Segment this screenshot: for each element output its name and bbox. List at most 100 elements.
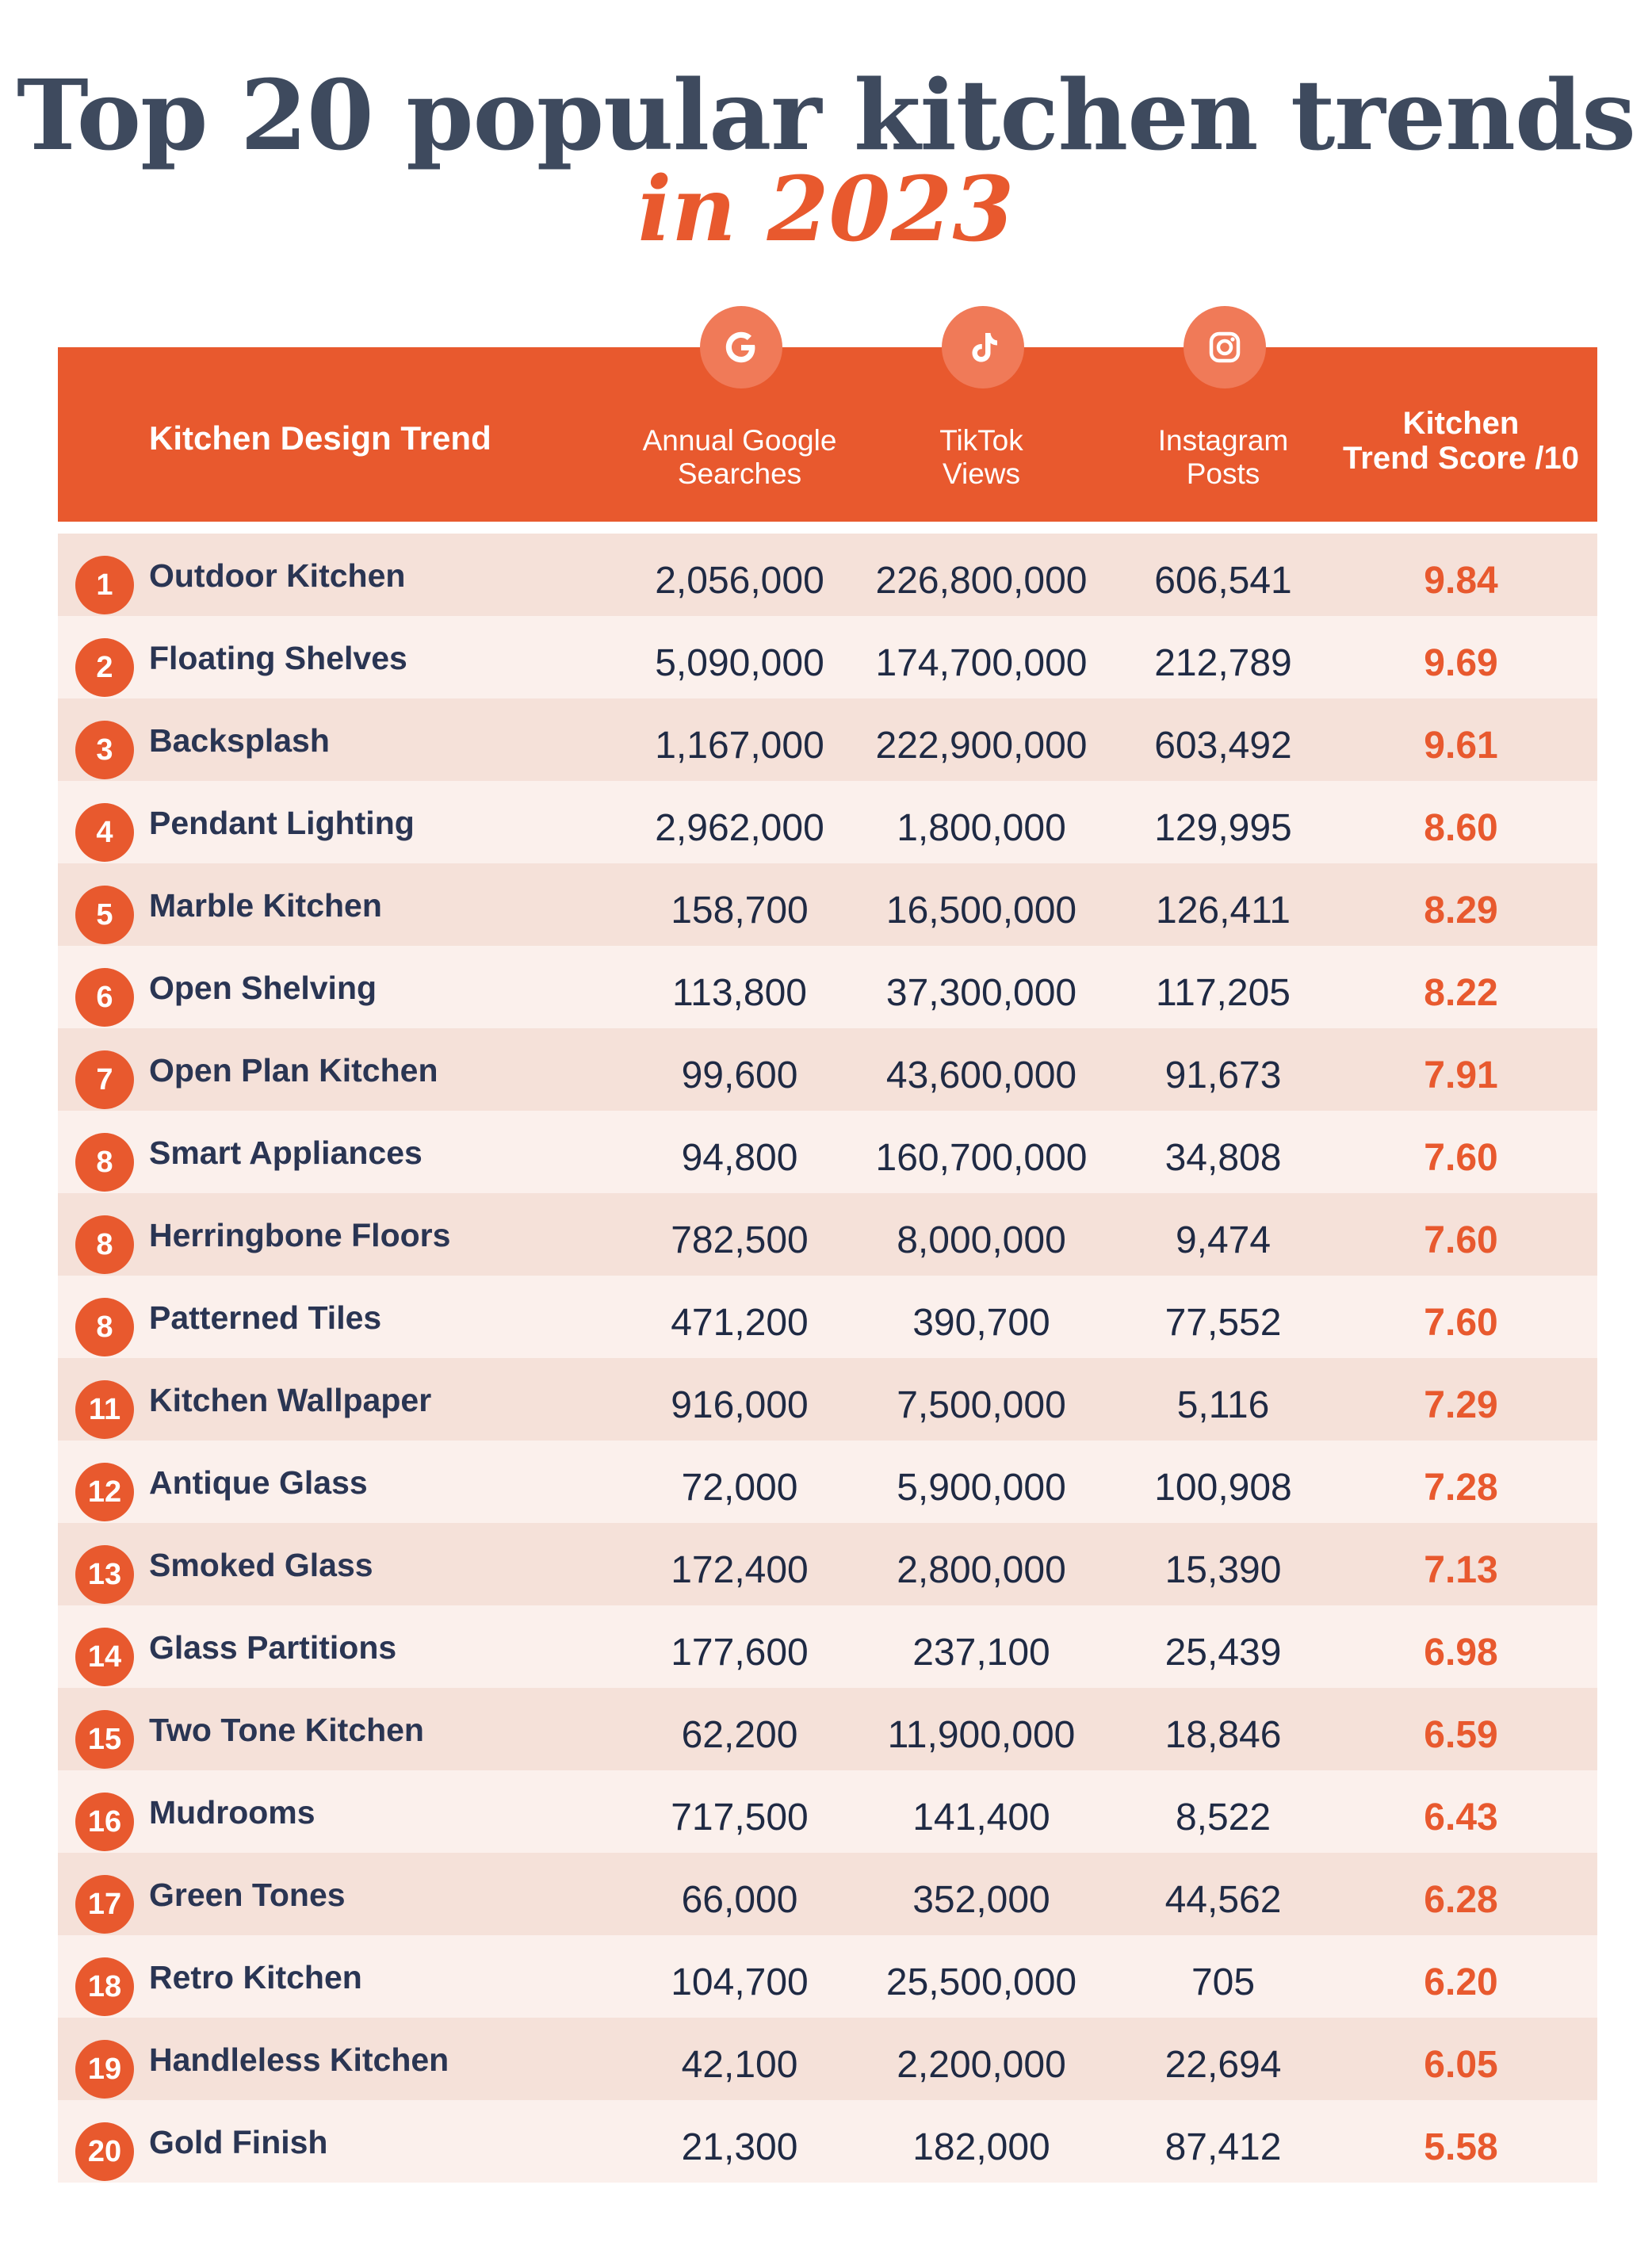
header-tiktok-line2: Views xyxy=(942,457,1021,490)
instagram-posts-value: 34,808 xyxy=(1164,1137,1282,1179)
table-row: 7 Open Plan Kitchen 99,600 43,600,000 91,673… xyxy=(58,1028,1597,1111)
instagram-posts-value: 606,541 xyxy=(1154,560,1292,602)
trend-name: Glass Partitions xyxy=(149,1629,397,1666)
rank-badge: 5 xyxy=(75,886,134,944)
rank-badge: 1 xyxy=(75,556,134,614)
tiktok-views-value: 5,900,000 xyxy=(897,1467,1066,1509)
tiktok-views-value: 2,800,000 xyxy=(897,1549,1066,1591)
table-row: 12 Antique Glass 72,000 5,900,000 100,908 7.2… xyxy=(58,1441,1597,1523)
trend-name: Kitchen Wallpaper xyxy=(149,1382,432,1418)
google-searches-value: 5,090,000 xyxy=(655,642,824,684)
tiktok-views-value: 226,800,000 xyxy=(875,560,1088,602)
table-row: 8 Patterned Tiles 471,200 390,700 77,552 7.60 xyxy=(58,1276,1597,1358)
header-instagram-line2: Posts xyxy=(1186,457,1260,490)
table-row: 11 Kitchen Wallpaper 916,000 7,500,000 5,116… xyxy=(58,1358,1597,1441)
rank-badge: 11 xyxy=(75,1380,134,1439)
google-searches-value: 782,500 xyxy=(671,1219,809,1261)
google-searches-value: 2,962,000 xyxy=(655,807,824,849)
rank-badge: 3 xyxy=(75,721,134,779)
google-searches-value: 1,167,000 xyxy=(655,725,824,767)
tiktok-views-value: 43,600,000 xyxy=(885,1054,1077,1096)
header-score-line2: Trend Score /10 xyxy=(1343,441,1579,476)
rank-badge: 15 xyxy=(75,1710,134,1769)
trend-name: Herringbone Floors xyxy=(149,1217,451,1253)
trend-name: Patterned Tiles xyxy=(149,1299,382,1336)
google-searches-value: 66,000 xyxy=(681,1879,798,1921)
instagram-posts-value: 18,846 xyxy=(1164,1714,1282,1756)
trend-name: Outdoor Kitchen xyxy=(149,557,406,594)
instagram-posts-value: 25,439 xyxy=(1164,1632,1282,1674)
trend-score-value: 9.84 xyxy=(1424,560,1498,602)
instagram-posts-value: 8,522 xyxy=(1175,1796,1272,1839)
table-row: 16 Mudrooms 717,500 141,400 8,522 6.43 xyxy=(58,1770,1597,1853)
rank-badge: 6 xyxy=(75,968,134,1027)
table-row: 14 Glass Partitions 177,600 237,100 25,439 6.… xyxy=(58,1605,1597,1688)
header-tiktok-line1: TikTok xyxy=(939,424,1023,457)
instagram-posts-value: 705 xyxy=(1191,1961,1256,2003)
instagram-posts-value: 212,789 xyxy=(1154,642,1292,684)
instagram-posts-value: 603,492 xyxy=(1154,725,1292,767)
table-header: Kitchen Design Trend Annual Google Searc… xyxy=(58,306,1597,522)
google-searches-value: 2,056,000 xyxy=(655,560,824,602)
google-searches-value: 172,400 xyxy=(671,1549,809,1591)
tiktok-views-value: 237,100 xyxy=(912,1632,1050,1674)
table-row: 19 Handleless Kitchen 42,100 2,200,000 22,69… xyxy=(58,2018,1597,2100)
table-row: 3 Backsplash 1,167,000 222,900,000 603,492 9.… xyxy=(58,698,1597,781)
table-row: 4 Pendant Lighting 2,962,000 1,800,000 129,9… xyxy=(58,781,1597,863)
google-searches-value: 916,000 xyxy=(671,1384,809,1426)
table-row: 20 Gold Finish 21,300 182,000 87,412 5.58 xyxy=(58,2100,1597,2183)
trend-name: Smoked Glass xyxy=(149,1547,373,1583)
instagram-posts-value: 126,411 xyxy=(1156,890,1291,932)
instagram-posts-value: 91,673 xyxy=(1164,1054,1282,1096)
trend-name: Antique Glass xyxy=(149,1464,368,1501)
tiktok-views-value: 25,500,000 xyxy=(885,1961,1077,2003)
table-row: 18 Retro Kitchen 104,700 25,500,000 705 6.20 xyxy=(58,1935,1597,2018)
trend-score-value: 6.59 xyxy=(1424,1714,1498,1756)
rank-badge: 12 xyxy=(75,1463,134,1521)
rank-badge: 17 xyxy=(75,1875,134,1934)
instagram-posts-value: 9,474 xyxy=(1175,1219,1272,1261)
table-row: 6 Open Shelving 113,800 37,300,000 117,205 8.… xyxy=(58,946,1597,1028)
tiktok-views-value: 390,700 xyxy=(912,1302,1050,1344)
trend-name: Pendant Lighting xyxy=(149,805,415,841)
trend-name: Floating Shelves xyxy=(149,640,407,676)
header-google-line2: Searches xyxy=(677,457,802,490)
rank-badge: 8 xyxy=(75,1298,134,1356)
chart-subtitle: in 2023 xyxy=(637,158,1015,262)
header-score-line1: Kitchen xyxy=(1402,406,1520,441)
trend-score-value: 6.20 xyxy=(1424,1961,1498,2003)
instagram-posts-value: 15,390 xyxy=(1164,1549,1282,1591)
trend-score-value: 8.22 xyxy=(1424,972,1498,1014)
trend-name: Mudrooms xyxy=(149,1794,315,1831)
trend-name: Marble Kitchen xyxy=(149,887,382,924)
google-searches-value: 62,200 xyxy=(681,1714,798,1756)
rank-badge: 16 xyxy=(75,1793,134,1851)
tiktok-views-value: 11,900,000 xyxy=(887,1714,1076,1756)
tiktok-views-value: 141,400 xyxy=(912,1796,1050,1839)
trend-score-value: 7.60 xyxy=(1424,1219,1498,1261)
trend-score-value: 7.28 xyxy=(1424,1467,1498,1509)
instagram-icon xyxy=(1184,306,1266,388)
tiktok-views-value: 16,500,000 xyxy=(885,890,1077,932)
rank-badge: 2 xyxy=(75,638,134,697)
header-google: Annual Google Searches xyxy=(613,424,866,491)
header-trend: Kitchen Design Trend xyxy=(149,419,491,457)
tiktok-views-value: 222,900,000 xyxy=(875,725,1088,767)
trend-name: Backsplash xyxy=(149,722,330,759)
header-instagram: Instagram Posts xyxy=(1096,424,1350,491)
trend-name: Smart Appliances xyxy=(149,1134,423,1171)
table-row: 13 Smoked Glass 172,400 2,800,000 15,390 7.13 xyxy=(58,1523,1597,1605)
tiktok-views-value: 1,800,000 xyxy=(897,807,1066,849)
trend-name: Open Plan Kitchen xyxy=(149,1052,438,1089)
header-google-line1: Annual Google xyxy=(642,424,837,457)
header-instagram-line1: Instagram xyxy=(1157,424,1289,457)
trend-name: Open Shelving xyxy=(149,970,377,1006)
trend-score-value: 9.61 xyxy=(1424,725,1498,767)
rank-badge: 13 xyxy=(75,1545,134,1604)
table-row: 15 Two Tone Kitchen 62,200 11,900,000 18,846… xyxy=(58,1688,1597,1770)
google-searches-value: 21,300 xyxy=(681,2126,798,2168)
rank-badge: 4 xyxy=(75,803,134,862)
rank-badge: 18 xyxy=(75,1957,134,2016)
instagram-posts-value: 100,908 xyxy=(1154,1467,1292,1509)
rank-badge: 20 xyxy=(75,2122,134,2181)
